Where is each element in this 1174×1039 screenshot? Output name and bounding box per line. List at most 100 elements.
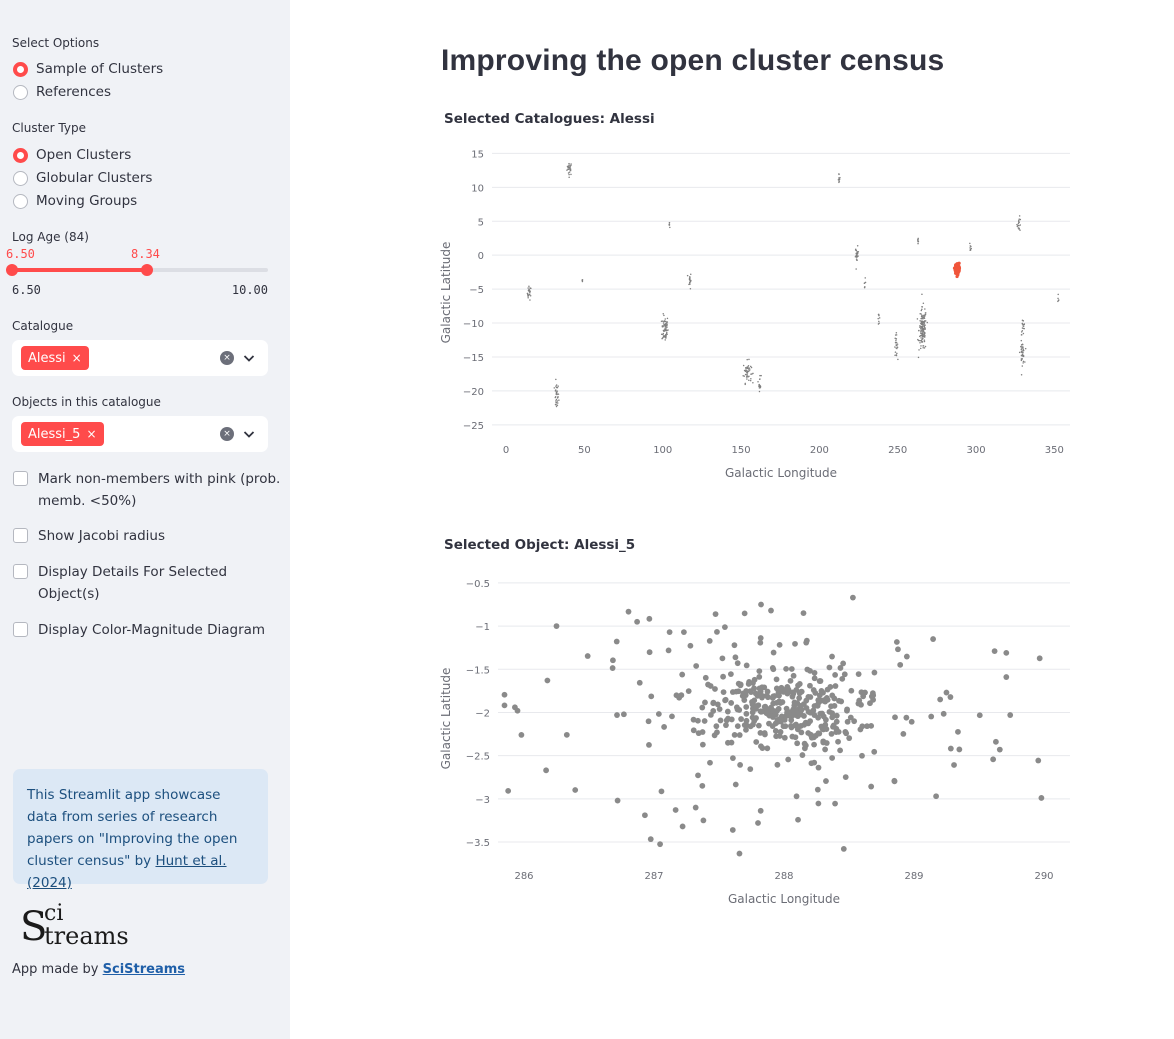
member-star-point <box>897 661 904 668</box>
catalogue-member-point <box>922 347 924 349</box>
x-tick-label: 50 <box>578 445 591 456</box>
member-star-point <box>895 646 901 653</box>
member-star-point <box>993 738 999 745</box>
catalogue-member-point <box>1016 223 1018 226</box>
y-tick-label: −20 <box>463 387 484 398</box>
member-star-point <box>807 667 813 674</box>
radio-unchecked-icon[interactable] <box>13 84 28 100</box>
log-age-slider-track[interactable] <box>12 268 268 272</box>
member-star-point <box>756 668 763 675</box>
member-star-point <box>505 787 512 794</box>
radio-open-clusters[interactable]: Open Clusters <box>13 147 131 163</box>
member-star-point <box>789 693 796 700</box>
checkbox-show-jacobi-radius[interactable]: Show Jacobi radius <box>13 525 165 547</box>
radio-checked-icon[interactable] <box>13 147 28 163</box>
member-star-point <box>733 704 740 711</box>
checkbox-icon[interactable] <box>13 622 28 637</box>
member-star-point <box>947 694 954 700</box>
member-star-point <box>1036 655 1043 662</box>
checkbox-icon[interactable] <box>13 471 28 486</box>
catalogue-member-point <box>567 168 570 170</box>
catalogue-member-point <box>1020 347 1023 349</box>
member-star-point <box>795 682 801 689</box>
checkbox-mark-non-members[interactable]: Mark non-members with pink (prob. memb. <… <box>13 468 280 512</box>
catalogue-member-point <box>1017 222 1020 225</box>
catalogue-member-point <box>555 386 558 389</box>
member-star-point <box>792 640 798 647</box>
object-scatter-chart[interactable]: −0.5 −1 −1.5 −2 −2.5 −3 −3.5 286 287 288 289 290 Gal… <box>440 566 1080 911</box>
member-star-point <box>757 807 764 814</box>
checkbox-icon[interactable] <box>13 564 28 579</box>
catalogue-member-point <box>557 385 559 387</box>
member-star-point <box>851 718 858 725</box>
member-star-point <box>840 846 847 852</box>
checkbox-display-details[interactable]: Display Details For Selected Object(s) <box>13 561 227 605</box>
member-star-point <box>724 708 731 715</box>
member-star-point <box>794 740 801 747</box>
hunt-et-al-link[interactable]: Hunt et al. (2024) <box>27 853 227 891</box>
catalogue-member-point <box>758 385 761 388</box>
log-age-high-handle[interactable] <box>140 264 153 276</box>
radio-label: Globular Clusters <box>36 170 153 186</box>
x-axis-label: Galactic Longitude <box>728 892 840 906</box>
member-star-point <box>770 693 777 700</box>
catalogue-member-point <box>969 247 971 249</box>
member-star-point <box>681 629 687 636</box>
radio-references[interactable]: References <box>13 84 111 100</box>
checkbox-display-cmd[interactable]: Display Color-Magnitude Diagram <box>13 619 265 641</box>
clear-icon[interactable]: × <box>220 427 234 441</box>
member-star-point <box>759 693 766 699</box>
chevron-down-icon[interactable] <box>243 427 255 441</box>
chevron-down-icon[interactable] <box>243 351 255 365</box>
member-star-point <box>820 689 826 696</box>
catalogue-member-point <box>1021 319 1024 322</box>
member-star-point <box>737 762 744 768</box>
radio-moving-groups[interactable]: Moving Groups <box>13 193 137 209</box>
member-star-point <box>764 745 771 752</box>
catalogue-member-point <box>555 392 558 395</box>
member-star-point <box>699 704 706 711</box>
radio-unchecked-icon[interactable] <box>13 193 28 209</box>
radio-globular-clusters[interactable]: Globular Clusters <box>13 170 152 186</box>
radio-sample-of-clusters[interactable]: Sample of Clusters <box>13 61 163 77</box>
catalogue-member-point <box>1019 224 1022 226</box>
catalogue-member-point <box>759 385 762 388</box>
member-star-point <box>829 710 836 717</box>
member-star-point <box>835 738 841 745</box>
member-star-point <box>793 793 800 800</box>
object-tag[interactable]: Alessi_5 × <box>21 422 104 446</box>
catalogue-member-point <box>924 327 926 329</box>
log-age-low-handle[interactable] <box>6 264 18 276</box>
clear-icon[interactable]: × <box>220 351 234 365</box>
radio-checked-icon[interactable] <box>13 61 28 77</box>
member-star-point <box>620 711 627 718</box>
member-star-point <box>784 684 791 691</box>
member-star-point <box>755 722 762 729</box>
member-star-point <box>749 709 756 716</box>
catalogue-member-point <box>1022 347 1024 350</box>
scistreams-link[interactable]: SciStreams <box>102 962 186 977</box>
catalogue-multiselect[interactable]: Alessi × × <box>12 340 268 376</box>
member-star-point <box>713 723 720 730</box>
catalogue-member-point <box>1022 327 1025 330</box>
member-star-point <box>782 723 789 730</box>
member-star-point <box>770 666 777 673</box>
catalogue-member-point <box>1023 323 1026 325</box>
member-star-point <box>736 850 743 857</box>
catalogue-member-point <box>895 332 898 334</box>
checkbox-icon[interactable] <box>13 528 28 543</box>
catalogue-member-point <box>662 329 665 332</box>
member-star-point <box>793 721 799 728</box>
tag-remove-icon[interactable]: × <box>86 427 97 441</box>
radio-unchecked-icon[interactable] <box>13 170 28 186</box>
catalogue-tag[interactable]: Alessi × <box>21 346 89 370</box>
objects-multiselect[interactable]: Alessi_5 × × <box>12 416 268 452</box>
y-tick-label: 10 <box>471 183 484 194</box>
member-star-point <box>734 723 741 730</box>
member-star-point <box>747 766 754 772</box>
member-star-point <box>783 665 789 672</box>
tag-remove-icon[interactable]: × <box>71 351 82 365</box>
catalogue-member-point <box>555 405 558 408</box>
member-star-point <box>761 730 768 736</box>
